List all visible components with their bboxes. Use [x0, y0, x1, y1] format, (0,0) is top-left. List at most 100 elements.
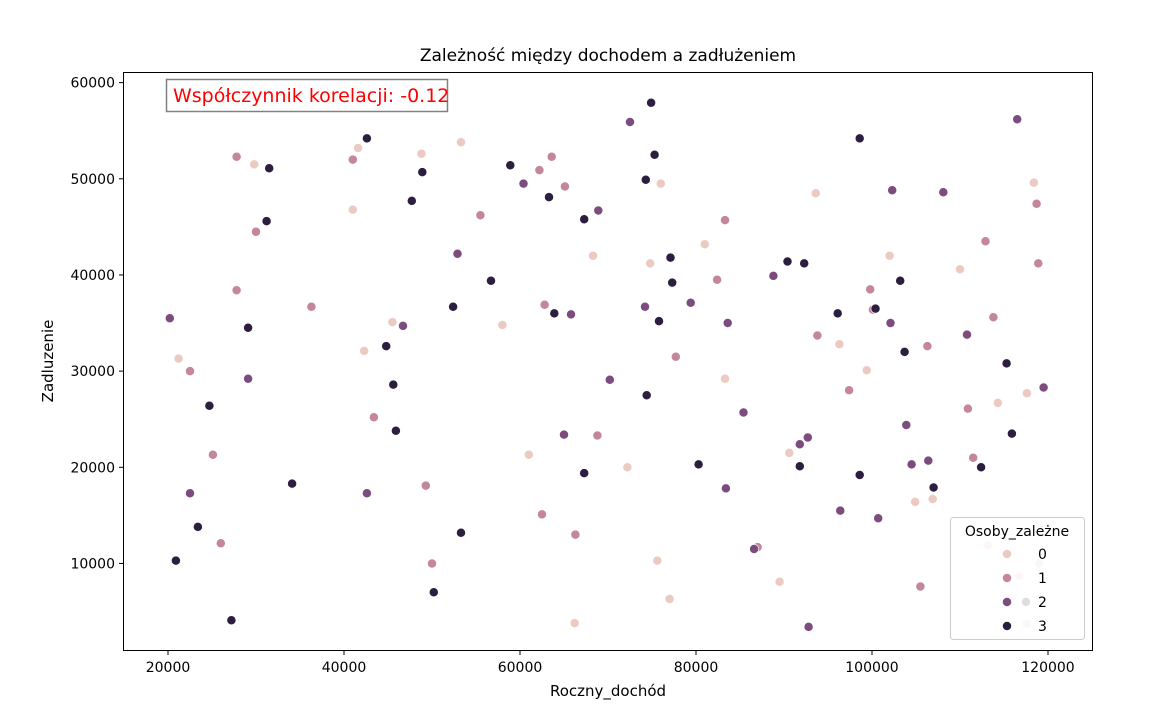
data-point: [604, 374, 615, 385]
data-point: [164, 313, 175, 324]
data-point: [539, 299, 550, 310]
data-point: [1012, 114, 1023, 125]
data-point: [722, 318, 733, 328]
data-point: [1028, 177, 1039, 188]
data-point: [566, 309, 576, 320]
data-point: [243, 322, 254, 333]
data-point: [368, 412, 379, 423]
x-tick-label: 60000: [498, 660, 543, 676]
data-point: [1006, 428, 1017, 439]
data-point: [870, 303, 881, 314]
data-point: [832, 308, 843, 319]
data-point: [720, 215, 730, 226]
data-point: [185, 366, 195, 377]
data-point: [417, 167, 428, 178]
data-point: [854, 133, 865, 144]
data-point: [416, 148, 427, 159]
legend-marker: [1002, 621, 1012, 631]
data-point: [559, 429, 569, 440]
x-tick-label: 120000: [1021, 660, 1074, 676]
data-point: [915, 581, 926, 592]
data-point: [901, 420, 912, 430]
data-point: [834, 339, 845, 350]
data-point: [885, 318, 896, 328]
data-point: [910, 496, 921, 507]
data-point: [1038, 382, 1049, 393]
data-point: [622, 462, 633, 473]
y-tick-label: 20000: [70, 460, 115, 476]
data-point: [452, 248, 463, 259]
data-point: [593, 205, 604, 216]
data-point: [794, 461, 805, 472]
data-point: [927, 494, 938, 504]
data-point: [347, 154, 358, 165]
annotation-text: Współczynnik korelacji: -0.12: [173, 85, 449, 107]
data-point: [388, 379, 399, 390]
data-point: [249, 159, 260, 170]
data-point: [546, 151, 557, 162]
data-point: [475, 210, 486, 221]
data-point: [906, 459, 917, 470]
data-point: [226, 615, 237, 626]
legend-title: Osoby_zależne: [965, 524, 1069, 540]
data-point: [215, 538, 226, 549]
data-point: [895, 275, 906, 286]
data-point: [794, 439, 805, 450]
data-point: [712, 274, 723, 285]
y-tick-label: 60000: [70, 76, 115, 92]
data-point: [782, 256, 793, 267]
data-point: [505, 160, 516, 171]
data-point: [523, 449, 534, 460]
data-point: [670, 351, 681, 362]
x-tick-label: 40000: [322, 660, 367, 676]
data-point: [1021, 388, 1032, 399]
data-point: [645, 258, 656, 269]
data-point: [873, 513, 884, 524]
data-point: [534, 165, 545, 176]
data-point: [173, 353, 184, 364]
correlation-annotation: Współczynnik korelacji: -0.12: [165, 78, 449, 113]
data-point: [955, 264, 965, 275]
data-point: [537, 509, 547, 520]
data-point: [749, 544, 760, 554]
legend-label: 3: [1038, 619, 1047, 635]
data-point: [799, 258, 810, 269]
data-point: [456, 527, 466, 538]
data-point: [592, 430, 603, 441]
data-point: [938, 187, 949, 198]
data-point: [646, 97, 657, 108]
data-point: [835, 505, 846, 516]
data-point: [456, 137, 466, 148]
legend-marker: [1002, 573, 1012, 583]
data-point: [641, 390, 652, 401]
data-point: [588, 250, 598, 261]
data-point: [861, 365, 872, 376]
data-point: [428, 587, 439, 598]
data-point: [243, 373, 254, 384]
data-point: [1001, 358, 1012, 369]
data-point: [865, 284, 876, 295]
data-point: [361, 133, 372, 144]
data-point: [923, 455, 934, 466]
data-point: [720, 373, 730, 384]
data-point: [359, 345, 370, 356]
data-point: [884, 250, 895, 261]
legend: Osoby_zależne 0 1 2 3: [950, 517, 1085, 640]
data-point: [518, 178, 529, 189]
y-axis: 10000 20000 30000 40000 50000 60000: [70, 76, 124, 572]
data-point: [803, 621, 814, 632]
data-point: [264, 163, 275, 174]
y-tick-label: 50000: [70, 172, 115, 188]
data-point: [559, 181, 570, 192]
data-point: [784, 447, 795, 458]
data-point: [652, 555, 663, 566]
data-point: [420, 480, 431, 491]
data-point: [625, 117, 635, 127]
data-point: [185, 488, 195, 499]
data-point: [699, 239, 710, 250]
data-point: [980, 236, 991, 247]
data-point: [988, 312, 999, 323]
x-tick-label: 100000: [845, 660, 898, 676]
data-point: [992, 397, 1003, 408]
